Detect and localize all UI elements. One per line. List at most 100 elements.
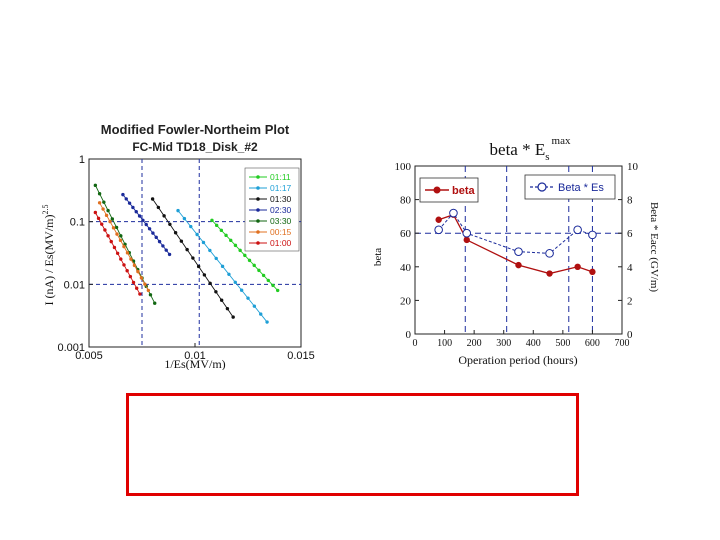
fn-data-point — [252, 263, 256, 268]
fn-data-point — [202, 273, 207, 277]
fn-data-point — [246, 296, 250, 300]
beta-es-data-point — [449, 208, 458, 218]
fn-data-point — [119, 234, 123, 238]
beta-y2-tick-label: 4 — [627, 262, 633, 274]
fn-data-point — [131, 280, 136, 285]
fn-data-point — [195, 232, 199, 237]
fn-data-point — [109, 239, 113, 244]
fn-legend-marker — [256, 230, 260, 234]
beta-es-data-point — [434, 225, 443, 235]
fn-data-point — [191, 256, 195, 260]
beta-x-tick-label: 500 — [555, 338, 570, 349]
fn-data-point — [118, 238, 123, 243]
fn-data-point — [154, 235, 158, 240]
beta-es-data-point — [514, 247, 523, 256]
beta-y-tick-label: 60 — [400, 228, 412, 240]
fn-data-point — [106, 234, 110, 238]
fn-data-point — [153, 301, 157, 305]
fn-data-point — [220, 264, 225, 269]
fn-data-point — [128, 274, 133, 279]
beta-y2-tick-label: 10 — [627, 161, 639, 173]
beta-es-data-point — [573, 225, 582, 235]
fn-data-point — [132, 263, 137, 268]
fn-data-point — [161, 244, 165, 248]
beta-left-y-label: beta — [372, 248, 384, 266]
fn-title: Modified Fowler-Northeim Plot — [101, 122, 290, 137]
fn-data-point — [247, 258, 252, 263]
fn-legend-marker — [256, 197, 260, 201]
fn-data-point — [93, 210, 98, 215]
fn-legend-marker — [256, 186, 260, 190]
beta-y-tick-label: 80 — [400, 195, 412, 207]
fn-data-point — [182, 216, 187, 221]
fn-data-point — [275, 288, 280, 293]
fn-data-point — [156, 205, 161, 210]
legend-beta-es-marker — [537, 182, 547, 192]
beta-es-data-point — [545, 249, 554, 258]
fn-data-point — [96, 216, 101, 221]
beta-data-point — [463, 236, 470, 244]
fn-data-point — [196, 264, 201, 269]
fn-data-point — [233, 243, 238, 248]
fn-data-point — [225, 306, 230, 311]
fn-data-point — [125, 251, 130, 255]
fn-data-point — [97, 201, 102, 205]
fn-data-point — [148, 293, 153, 297]
fn-data-point — [238, 248, 242, 253]
fn-data-point — [208, 248, 212, 253]
fn-data-point — [227, 272, 231, 277]
fn-data-point — [139, 276, 144, 280]
beta-x-axis-label: Operation period (hours) — [458, 353, 577, 367]
fn-data-point — [229, 238, 233, 243]
beta-data-point — [515, 261, 522, 269]
beta-x-tick-label: 200 — [467, 338, 482, 349]
fowler-nordheim-chart: Modified Fowler-Northeim Plot FC-Mid TD1… — [41, 122, 315, 370]
beta-x-tick-label: 300 — [496, 338, 511, 349]
fn-data-point — [138, 292, 142, 296]
fn-data-point — [119, 257, 123, 261]
fn-ylabel-sup: 2.5 — [41, 205, 50, 215]
beta-title-sub: s — [545, 151, 549, 163]
fn-data-point — [164, 248, 168, 252]
beta-x-tick-label: 0 — [413, 338, 418, 349]
beta-es-data-point — [462, 228, 472, 238]
fn-legend-label: 01:11 — [270, 172, 291, 182]
fn-data-point — [137, 214, 142, 218]
fn-legend-label: 01:17 — [270, 183, 292, 193]
fn-data-point — [259, 312, 263, 316]
fn-data-point — [121, 192, 125, 197]
fn-data-point — [243, 253, 247, 258]
fn-legend-label: 01:00 — [270, 238, 292, 248]
beta-title-sup: max — [552, 135, 571, 147]
fn-x-tick-label: 0.015 — [287, 350, 315, 362]
beta-y2-tick-label: 0 — [627, 329, 633, 341]
legend-beta-label: beta — [452, 185, 476, 197]
beta-y2-tick-label: 8 — [627, 195, 633, 207]
fn-data-point — [173, 231, 178, 235]
fn-data-point — [224, 233, 228, 238]
fn-data-point — [146, 288, 151, 293]
fn-data-point — [93, 183, 98, 188]
fn-data-point — [179, 239, 184, 243]
beta-x-tick-label: 700 — [615, 338, 630, 349]
fn-data-point — [122, 263, 126, 267]
fn-y-tick-label: 1 — [79, 154, 85, 166]
fn-data-point — [185, 247, 189, 252]
svg-text:I (nA) / Es(MV/m)2.5: I (nA) / Es(MV/m)2.5 — [41, 205, 56, 306]
beta-x-tick-label: 100 — [437, 338, 452, 349]
fn-data-point — [233, 280, 237, 284]
fn-data-point — [157, 239, 162, 244]
fn-data-point — [135, 286, 139, 290]
fn-data-point — [201, 240, 206, 245]
fn-data-point — [106, 208, 110, 213]
fn-legend-label: 00:15 — [270, 227, 292, 237]
beta-x-tick-label: 400 — [526, 338, 541, 349]
fn-data-point — [208, 281, 212, 286]
legend-beta-es-label: Beta * Es — [558, 182, 604, 194]
fn-y-tick-label: 0.001 — [57, 342, 85, 354]
beta-y2-tick-label: 2 — [627, 295, 633, 307]
fn-data-point — [147, 227, 152, 231]
fn-data-point — [124, 197, 128, 201]
fn-subtitle: FC-Mid TD18_Disk_#2 — [132, 140, 258, 154]
beta-y2-tick-label: 6 — [627, 228, 633, 240]
